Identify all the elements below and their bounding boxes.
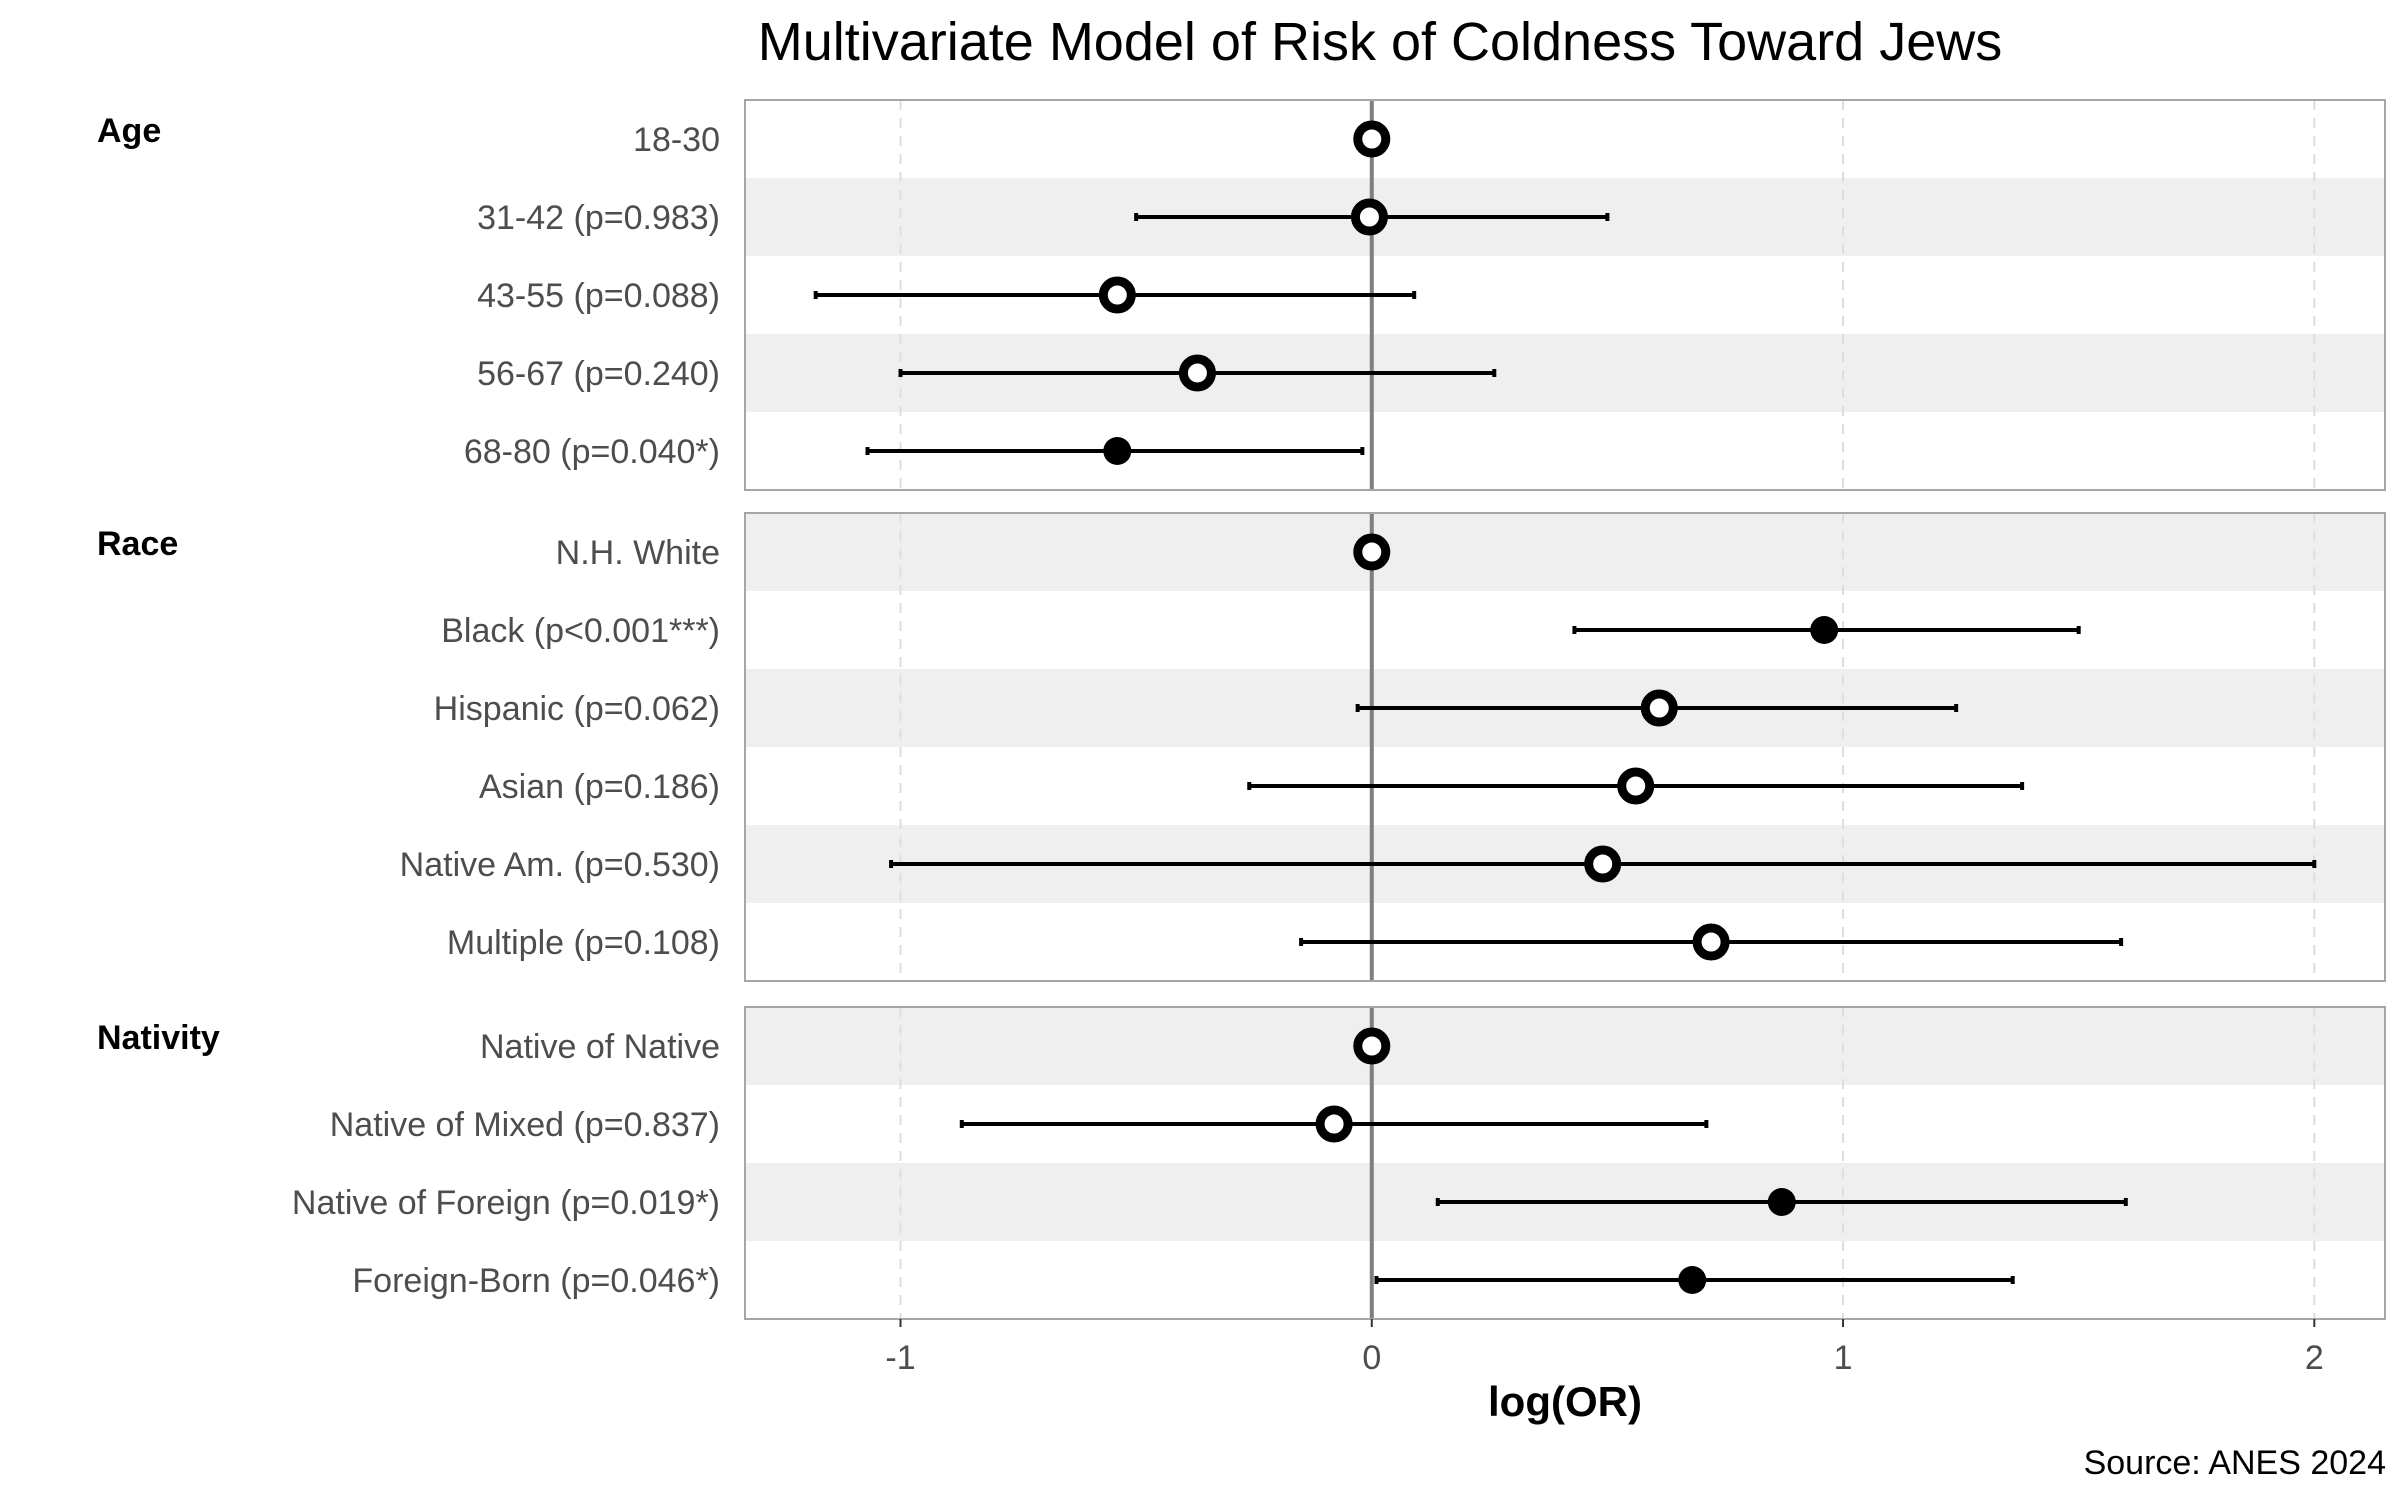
point-estimate: [1353, 1027, 1391, 1065]
panel-age: [744, 99, 2386, 491]
row-label: Native Am. (p=0.530): [400, 846, 720, 884]
x-tick-label: 2: [2305, 1339, 2324, 1377]
point-estimate-significant: [1810, 616, 1839, 644]
x-axis-title: log(OR): [1488, 1378, 1642, 1425]
row-label: 43-55 (p=0.088): [477, 277, 720, 315]
row-label: Native of Mixed (p=0.837): [330, 1106, 720, 1144]
row-label: 31-42 (p=0.983): [477, 199, 720, 237]
x-tick-label: -1: [885, 1339, 915, 1377]
row-label: N.H. White: [556, 534, 720, 572]
row-label: 68-80 (p=0.040*): [464, 433, 720, 471]
row-label: Foreign-Born (p=0.046*): [352, 1262, 720, 1300]
labels-layer: Age 18-30 31-42 (p=0.983) 43-55 (p=0.088) 56…: [97, 112, 720, 1300]
panel-race: [744, 512, 2386, 982]
row-label: 18-30: [633, 121, 720, 159]
x-tick-label: 1: [1834, 1339, 1853, 1377]
panel-border: [744, 512, 2386, 982]
group-label-age: Age: [97, 112, 161, 150]
row-band: [745, 513, 2385, 591]
point-estimate: [1353, 120, 1391, 158]
panel-border: [744, 99, 2386, 491]
point-estimate: [1178, 354, 1216, 392]
row-label: Native of Native: [480, 1028, 720, 1066]
row-label: Hispanic (p=0.062): [434, 690, 720, 728]
source-caption: Source: ANES 2024: [2084, 1444, 2386, 1482]
point-estimate: [1617, 767, 1655, 805]
group-label-nativity: Nativity: [97, 1019, 220, 1057]
point-estimate: [1692, 923, 1730, 961]
row-label: Asian (p=0.186): [479, 768, 720, 806]
point-estimate: [1098, 276, 1136, 314]
panel-nativity: [744, 1006, 2386, 1320]
marks-layer: [813, 120, 2317, 1294]
row-label: Native of Foreign (p=0.019*): [292, 1184, 720, 1222]
point-estimate-significant: [1767, 1188, 1796, 1216]
point-estimate: [1350, 198, 1388, 236]
panel-border: [744, 1006, 2386, 1320]
point-estimate-significant: [1103, 437, 1132, 465]
row-label: Black (p<0.001***): [441, 612, 720, 650]
point-estimate-significant: [1678, 1266, 1707, 1294]
point-estimate: [1353, 533, 1391, 571]
row-label: Multiple (p=0.108): [447, 924, 720, 962]
row-band: [745, 1007, 2385, 1085]
point-estimate: [1640, 689, 1678, 727]
row-label: 56-67 (p=0.240): [477, 355, 720, 393]
x-tick-label: 0: [1362, 1339, 1381, 1377]
chart-title: Multivariate Model of Risk of Coldness T…: [758, 12, 2003, 72]
point-estimate: [1584, 845, 1622, 883]
x-axis: -1 0 1 2: [885, 1319, 2324, 1377]
group-label-race: Race: [97, 525, 178, 563]
point-estimate: [1315, 1105, 1353, 1143]
